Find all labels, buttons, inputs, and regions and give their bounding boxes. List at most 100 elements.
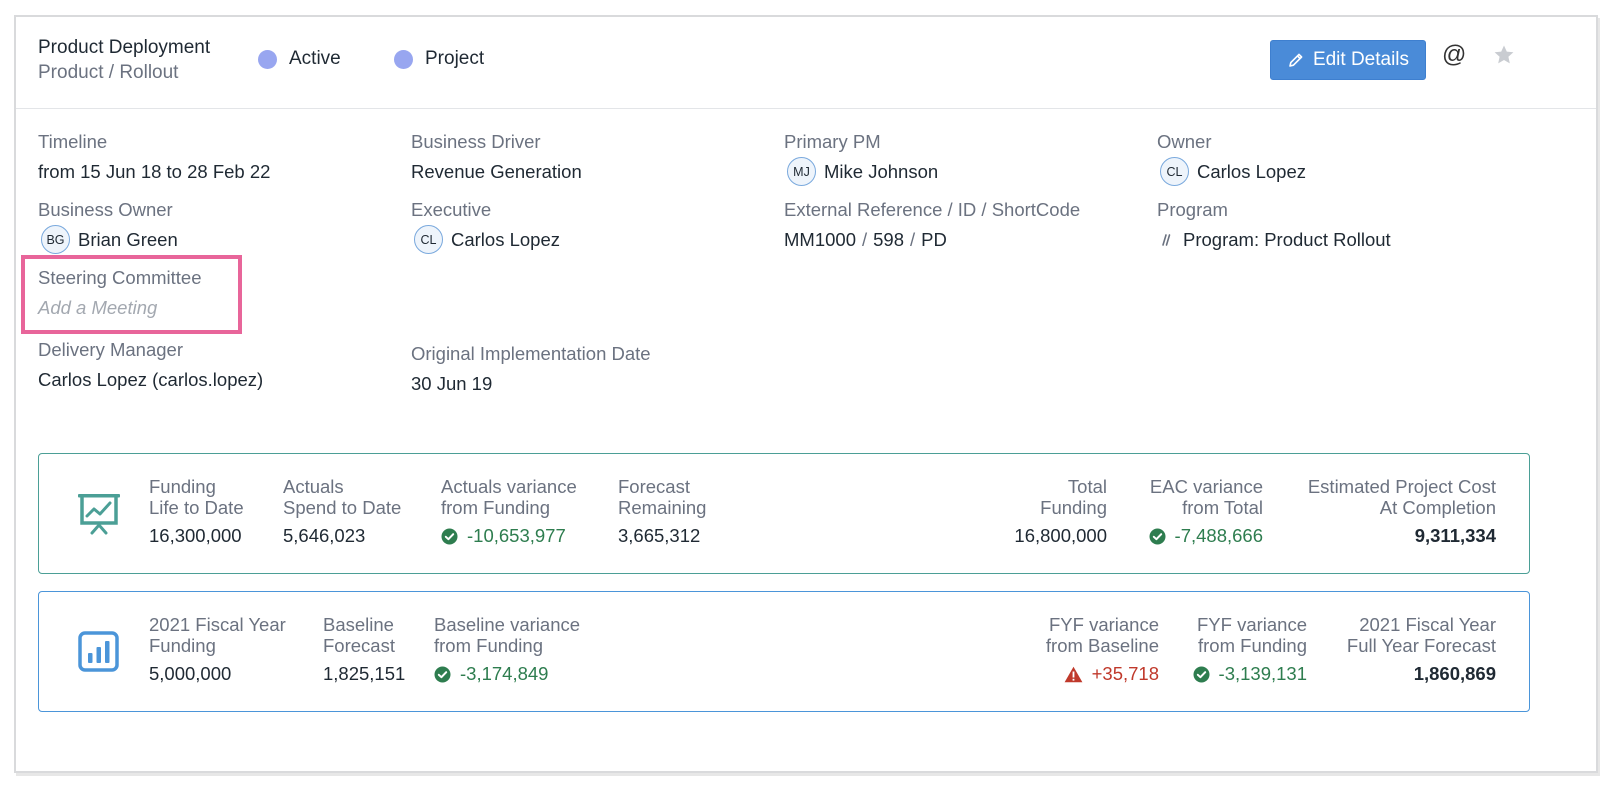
metric-label: Estimated Project Cost xyxy=(1307,476,1496,497)
delivery-manager-value: Carlos Lopez (carlos.lopez) xyxy=(38,369,264,390)
metric-label: FYF variance xyxy=(1048,614,1159,635)
metric-value: 5,000,000 xyxy=(149,663,232,684)
business-driver-field: Business Driver Revenue Generation xyxy=(411,131,582,183)
variance-value: -7,488,666 xyxy=(1174,525,1263,546)
original-implementation-field: Original Implementation Date 30 Jun 19 xyxy=(411,343,651,395)
business-owner-name: Brian Green xyxy=(78,228,178,250)
metric-value: -3,174,849 xyxy=(434,663,580,685)
check-circle-icon xyxy=(1149,528,1166,544)
variance-value: -10,653,977 xyxy=(467,525,566,546)
project-title: Product Deployment xyxy=(38,37,211,58)
actuals-metric: Actuals Spend to Date 5,646,023 xyxy=(283,476,401,547)
variance-value: -3,139,131 xyxy=(1218,663,1307,684)
delivery-manager-field: Delivery Manager Carlos Lopez (carlos.lo… xyxy=(38,339,263,391)
type-badge: Project xyxy=(394,48,484,70)
business-driver-label: Business Driver xyxy=(411,131,541,152)
metric-label: Actuals xyxy=(283,476,344,497)
owner-value[interactable]: CL Carlos Lopez xyxy=(1157,157,1306,186)
owner-label: Owner xyxy=(1157,131,1212,152)
actuals-variance-metric: Actuals variance from Funding -10,653,97… xyxy=(441,476,577,547)
business-owner-field: Business Owner BG Brian Green xyxy=(38,199,178,254)
avatar: MJ xyxy=(787,157,816,186)
estimated-project-cost-metric: Estimated Project Cost At Completion 9,3… xyxy=(1308,476,1496,547)
steering-committee-label: Steering Committee xyxy=(38,267,202,288)
metric-label: Remaining xyxy=(618,497,707,518)
presentation-chart-icon xyxy=(77,492,121,541)
check-circle-icon xyxy=(1193,666,1210,682)
card-header: Product Deployment Product / Rollout Act… xyxy=(16,17,1596,109)
metric-label: Baseline xyxy=(323,614,394,635)
metric-label: from Funding xyxy=(1198,635,1307,656)
baseline-variance-metric: Baseline variance from Funding -3,174,84… xyxy=(434,614,580,685)
owner-field: Owner CL Carlos Lopez xyxy=(1157,131,1306,186)
executive-value[interactable]: CL Carlos Lopez xyxy=(411,225,560,254)
primary-pm-name: Mike Johnson xyxy=(824,160,939,182)
steering-committee-highlight xyxy=(21,255,242,334)
metric-value: -3,139,131 xyxy=(1193,663,1307,685)
metric-label: Actuals variance xyxy=(441,476,577,497)
metric-label: At Completion xyxy=(1379,497,1496,518)
metric-label: from Total xyxy=(1182,497,1263,518)
business-owner-value[interactable]: BG Brian Green xyxy=(38,225,178,254)
fiscal-year-panel: 2021 Fiscal Year Funding 5,000,000 Basel… xyxy=(38,591,1530,712)
metric-label: from Baseline xyxy=(1045,635,1159,656)
check-circle-icon xyxy=(434,666,451,682)
external-reference-label: External Reference / ID / ShortCode xyxy=(784,199,1081,220)
baseline-forecast-metric: Baseline Forecast 1,825,151 xyxy=(323,614,405,685)
type-dot-icon xyxy=(394,49,413,69)
timeline-value: from 15 Jun 18 to 28 Feb 22 xyxy=(38,161,271,182)
separator: / xyxy=(910,229,916,250)
full-year-forecast-metric: 2021 Fiscal Year Full Year Forecast 1,86… xyxy=(1347,614,1496,685)
metric-label: Life to Date xyxy=(149,497,244,518)
metric-value: 1,860,869 xyxy=(1413,663,1496,684)
business-driver-value: Revenue Generation xyxy=(411,161,582,182)
metric-label: from Funding xyxy=(441,497,550,518)
metric-value: -7,488,666 xyxy=(1149,525,1263,547)
metric-label: Forecast xyxy=(618,476,690,497)
metric-label: Funding xyxy=(149,476,216,497)
timeline-label: Timeline xyxy=(38,131,108,152)
external-reference-value: MM1000 / 598 / PD xyxy=(784,229,1080,251)
program-value[interactable]: Program: Product Rollout xyxy=(1157,229,1391,251)
metric-label: Forecast xyxy=(323,635,395,656)
executive-label: Executive xyxy=(411,199,492,220)
metric-label: FYF variance xyxy=(1196,614,1307,635)
avatar: BG xyxy=(41,225,70,254)
edit-details-label: Edit Details xyxy=(1312,49,1410,70)
external-ref-code: MM1000 xyxy=(784,229,856,250)
variance-value: +35,718 xyxy=(1091,663,1159,684)
fyf-baseline-variance-metric: FYF variance from Baseline +35,718 xyxy=(1046,614,1159,685)
metric-value: -10,653,977 xyxy=(441,525,577,547)
delivery-manager-label: Delivery Manager xyxy=(38,339,183,360)
funding-life-metric: Funding Life to Date 16,300,000 xyxy=(149,476,244,547)
metric-label: Full Year Forecast xyxy=(1346,635,1496,656)
executive-field: Executive CL Carlos Lopez xyxy=(411,199,560,254)
external-ref-shortcode: PD xyxy=(921,229,947,250)
star-icon[interactable] xyxy=(1492,43,1516,72)
primary-pm-value[interactable]: MJ Mike Johnson xyxy=(784,157,938,186)
edit-details-button[interactable]: Edit Details xyxy=(1270,40,1426,80)
warning-icon xyxy=(1064,666,1083,682)
total-funding-metric: Total Funding 16,800,000 xyxy=(1014,476,1107,547)
owner-name: Carlos Lopez xyxy=(1197,160,1307,182)
pencil-icon xyxy=(1289,53,1303,67)
metric-value: 9,311,334 xyxy=(1414,525,1496,546)
metric-label: from Funding xyxy=(434,635,543,656)
metric-value: 1,825,151 xyxy=(323,663,406,684)
check-circle-icon xyxy=(441,528,458,544)
timeline-field: Timeline from 15 Jun 18 to 28 Feb 22 xyxy=(38,131,270,183)
metric-value: 3,665,312 xyxy=(618,525,701,546)
metric-label: EAC variance xyxy=(1149,476,1263,497)
program-field: Program Program: Product Rollout xyxy=(1157,199,1391,251)
metric-label: Funding xyxy=(149,635,216,656)
fyf-funding-variance-metric: FYF variance from Funding -3,139,131 xyxy=(1193,614,1307,685)
mention-icon[interactable]: @ xyxy=(1442,41,1467,68)
metric-label: Total xyxy=(1067,476,1107,497)
executive-name: Carlos Lopez xyxy=(451,228,561,250)
metric-label: 2021 Fiscal Year xyxy=(149,614,286,635)
add-meeting-link[interactable]: Add a Meeting xyxy=(38,297,158,318)
program-name: Program: Product Rollout xyxy=(1183,229,1391,250)
status-label: Active xyxy=(289,48,341,69)
original-implementation-value: 30 Jun 19 xyxy=(411,373,493,394)
metric-value: 16,800,000 xyxy=(1014,525,1107,546)
